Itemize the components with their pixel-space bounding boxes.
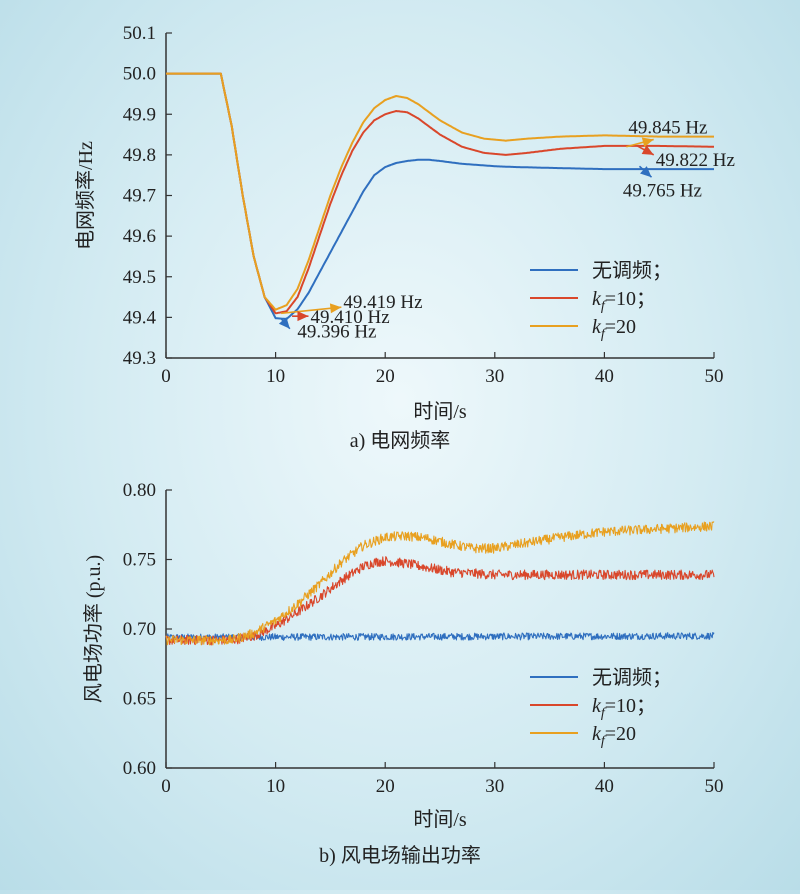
legend-label: 无调频；: [592, 666, 672, 689]
annotation-arrow-head: [329, 303, 342, 314]
x-tick-label: 20: [376, 366, 395, 387]
annotation-label: 49.765 Hz: [623, 180, 702, 201]
legend-label: kf=20: [592, 723, 636, 749]
y-tick-label: 0.65: [123, 689, 156, 710]
y-tick-label: 49.9: [123, 104, 156, 125]
y-tick-label: 0.70: [123, 619, 156, 640]
annotation-label: 49.419 Hz: [343, 292, 422, 313]
annotation-arrow-head: [641, 145, 654, 155]
y-tick-label: 49.5: [123, 267, 156, 288]
chart-wind-power: 0 10 20 30 40 50 0.60 0.65 0.70 0.75 0.80 时间/s 风电场功率…: [82, 480, 724, 831]
chart-grid-frequency: 0 10 20 30 40 50 49.3 49.4 49.5 49.6 49.7 49.8 49.9 5…: [74, 23, 735, 423]
x-tick-label: 20: [376, 776, 395, 797]
annotation-label: 49.822 Hz: [656, 150, 735, 171]
x-tick-label: 50: [705, 366, 724, 387]
legend-label: kf=20: [592, 316, 636, 342]
x-tick-label: 10: [266, 776, 285, 797]
x-axis-label: 时间/s: [413, 400, 467, 423]
x-axis-label: 时间/s: [413, 808, 467, 831]
y-tick-label: 49.4: [123, 307, 157, 328]
series-line-2: [165, 521, 715, 646]
x-tick-label: 30: [485, 366, 504, 387]
legend-label: kf=10；: [592, 695, 656, 721]
y-tick-label: 49.7: [123, 186, 156, 207]
y-tick-label: 49.6: [123, 226, 156, 247]
x-tick-label: 30: [485, 776, 504, 797]
annotation-arrow-head: [297, 311, 309, 322]
caption-a: a) 电网频率: [350, 429, 451, 452]
annotation-label: 49.845 Hz: [628, 117, 707, 138]
y-axis-label: 电网频率/Hz: [74, 141, 97, 250]
y-axis-label: 风电场功率 (p.u.): [82, 555, 105, 703]
x-tick-label: 0: [161, 366, 171, 387]
caption-b: b) 风电场输出功率: [319, 844, 481, 867]
x-tick-label: 10: [266, 366, 285, 387]
y-tick-label: 0.80: [123, 480, 156, 501]
annotation-label: 49.410 Hz: [310, 307, 389, 328]
series-line-2: [166, 72, 714, 311]
annotation-arrow-head: [641, 137, 654, 148]
y-tick-label: 50.0: [123, 64, 156, 85]
y-tick-label: 50.1: [123, 23, 156, 44]
x-tick-label: 50: [705, 776, 724, 797]
legend-label: 无调频；: [592, 259, 672, 282]
annotation-arrow-head: [278, 317, 290, 329]
y-tick-label: 49.3: [123, 348, 156, 369]
annotation-label: 49.396 Hz: [297, 321, 376, 342]
y-tick-label: 0.75: [123, 550, 156, 571]
x-tick-label: 40: [595, 776, 614, 797]
x-tick-label: 0: [161, 776, 171, 797]
legend-label: kf=10；: [592, 288, 656, 314]
annotation-arrow-head: [640, 166, 652, 178]
x-tick-label: 40: [595, 366, 614, 387]
y-tick-label: 49.8: [123, 145, 156, 166]
y-tick-label: 0.60: [123, 758, 156, 779]
